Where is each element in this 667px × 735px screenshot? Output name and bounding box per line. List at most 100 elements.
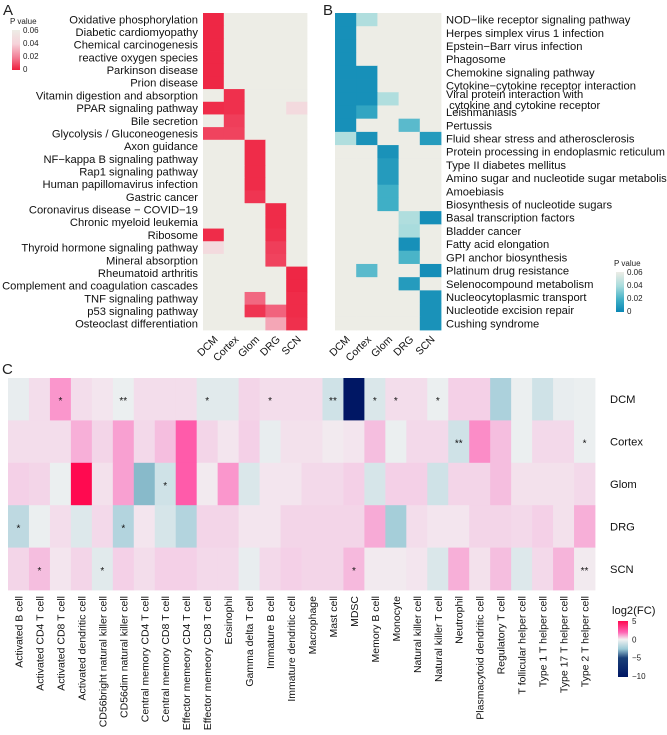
row-label: Nucleocytoplasmic transport	[446, 292, 587, 304]
heatmap-cell	[511, 378, 533, 421]
heatmap-cell	[377, 250, 399, 265]
heatmap-cell	[419, 52, 442, 67]
heatmap-cell	[223, 139, 245, 153]
heatmap-cell	[356, 224, 378, 238]
row-label: Protein processing in endoplasmic reticu…	[446, 147, 665, 159]
column-label: Natural killer T cell	[433, 596, 445, 682]
heatmap-cell	[91, 462, 114, 506]
column-label: Memory B cell	[370, 596, 382, 663]
heatmap-cell	[154, 547, 177, 591]
heatmap-cell	[427, 420, 449, 464]
heatmap-cell	[286, 13, 308, 27]
row-label: Herpes simplex virus 1 infection	[446, 28, 604, 40]
heatmap-cell	[427, 505, 449, 548]
heatmap-cell	[356, 211, 378, 225]
row-label: Glom	[610, 479, 637, 491]
heatmap-cell	[335, 224, 357, 238]
heatmap-cell	[280, 420, 302, 464]
heatmap-cell	[364, 378, 386, 421]
heatmap-cell	[335, 263, 357, 278]
heatmap-cell	[175, 547, 198, 591]
heatmap-cell	[223, 63, 245, 77]
heatmap-cell	[377, 171, 399, 186]
heatmap-cell	[244, 228, 266, 242]
heatmap-cell	[91, 547, 114, 591]
heatmap-cell	[335, 92, 357, 106]
heatmap-cell	[469, 505, 491, 548]
heatmap-cell	[175, 378, 198, 421]
row-label: Fatty acid elongation	[446, 239, 549, 251]
significance-mark: *	[100, 566, 104, 577]
heatmap-cell	[356, 52, 378, 67]
row-label: Complement and coagulation cascades	[2, 281, 198, 293]
heatmap-cell	[377, 197, 399, 212]
legend-title: P value	[614, 259, 641, 268]
row-label: PPAR signaling pathway	[76, 103, 198, 115]
column-label: Neutrophil	[454, 596, 466, 644]
heatmap-cell	[223, 203, 245, 217]
heatmap-cell	[203, 127, 225, 141]
heatmap-cell	[244, 304, 266, 318]
heatmap-cell	[301, 505, 323, 548]
heatmap-cell	[265, 279, 287, 293]
heatmap-cell	[244, 114, 266, 128]
heatmap-cell	[286, 291, 308, 306]
heatmap-cell	[286, 127, 308, 141]
heatmap-cell	[223, 241, 245, 255]
legend-tick: −5	[632, 654, 642, 663]
heatmap-cell	[469, 547, 491, 591]
heatmap-cell	[398, 79, 421, 93]
heatmap-cell	[223, 228, 245, 242]
heatmap-cell	[265, 215, 287, 229]
heatmap-cell	[259, 547, 281, 591]
heatmap-cell	[490, 378, 512, 421]
heatmap-cell	[398, 26, 421, 40]
panel-label-b: B	[323, 2, 333, 19]
heatmap-cell	[265, 76, 287, 90]
heatmap-cell	[91, 378, 114, 421]
heatmap-cell	[203, 38, 225, 52]
heatmap-cell	[419, 105, 442, 120]
heatmap-cell	[265, 152, 287, 166]
row-label: Mineral absorption	[106, 255, 198, 267]
heatmap-cell	[301, 462, 323, 506]
row-label: reactive oxygen species	[79, 52, 199, 64]
heatmap-cell	[574, 420, 596, 464]
heatmap-cell	[532, 462, 554, 506]
heatmap-cell	[532, 547, 554, 591]
heatmap-cell	[280, 378, 302, 421]
heatmap-cell	[419, 237, 442, 252]
column-label: Immature dendritic cell	[286, 596, 298, 702]
heatmap-cell	[469, 420, 491, 464]
significance-mark: *	[121, 523, 125, 534]
heatmap-cell	[223, 177, 245, 191]
heatmap-cell	[356, 79, 378, 93]
heatmap-cell	[203, 203, 225, 217]
column-label: Macrophage	[307, 596, 319, 655]
heatmap-cell	[223, 101, 245, 115]
row-label: Pertussis	[446, 120, 492, 132]
heatmap-cell	[223, 215, 245, 229]
heatmap-cell	[301, 420, 323, 464]
column-label: DRG	[258, 334, 283, 359]
heatmap-cell	[335, 250, 357, 265]
heatmap-cell	[335, 26, 357, 40]
heatmap-cell	[419, 211, 442, 225]
significance-mark: *	[373, 396, 377, 407]
row-label: Human papillomavirus infection	[43, 179, 198, 191]
heatmap-cell	[112, 420, 135, 464]
legend-tick: 0.06	[23, 26, 39, 35]
legend-colorbar	[616, 272, 624, 312]
column-label: DRG	[391, 334, 416, 359]
heatmap-cell	[265, 51, 287, 65]
heatmap-cell	[419, 197, 442, 212]
heatmap-cell	[244, 203, 266, 217]
heatmap-cell	[244, 51, 266, 65]
heatmap-cell	[335, 184, 357, 199]
row-label: DRG	[610, 521, 635, 533]
legend-tick: −10	[632, 672, 646, 681]
heatmap-cell	[419, 79, 442, 93]
heatmap-cell	[335, 79, 357, 93]
row-label: Leishmaniasis	[446, 107, 517, 119]
